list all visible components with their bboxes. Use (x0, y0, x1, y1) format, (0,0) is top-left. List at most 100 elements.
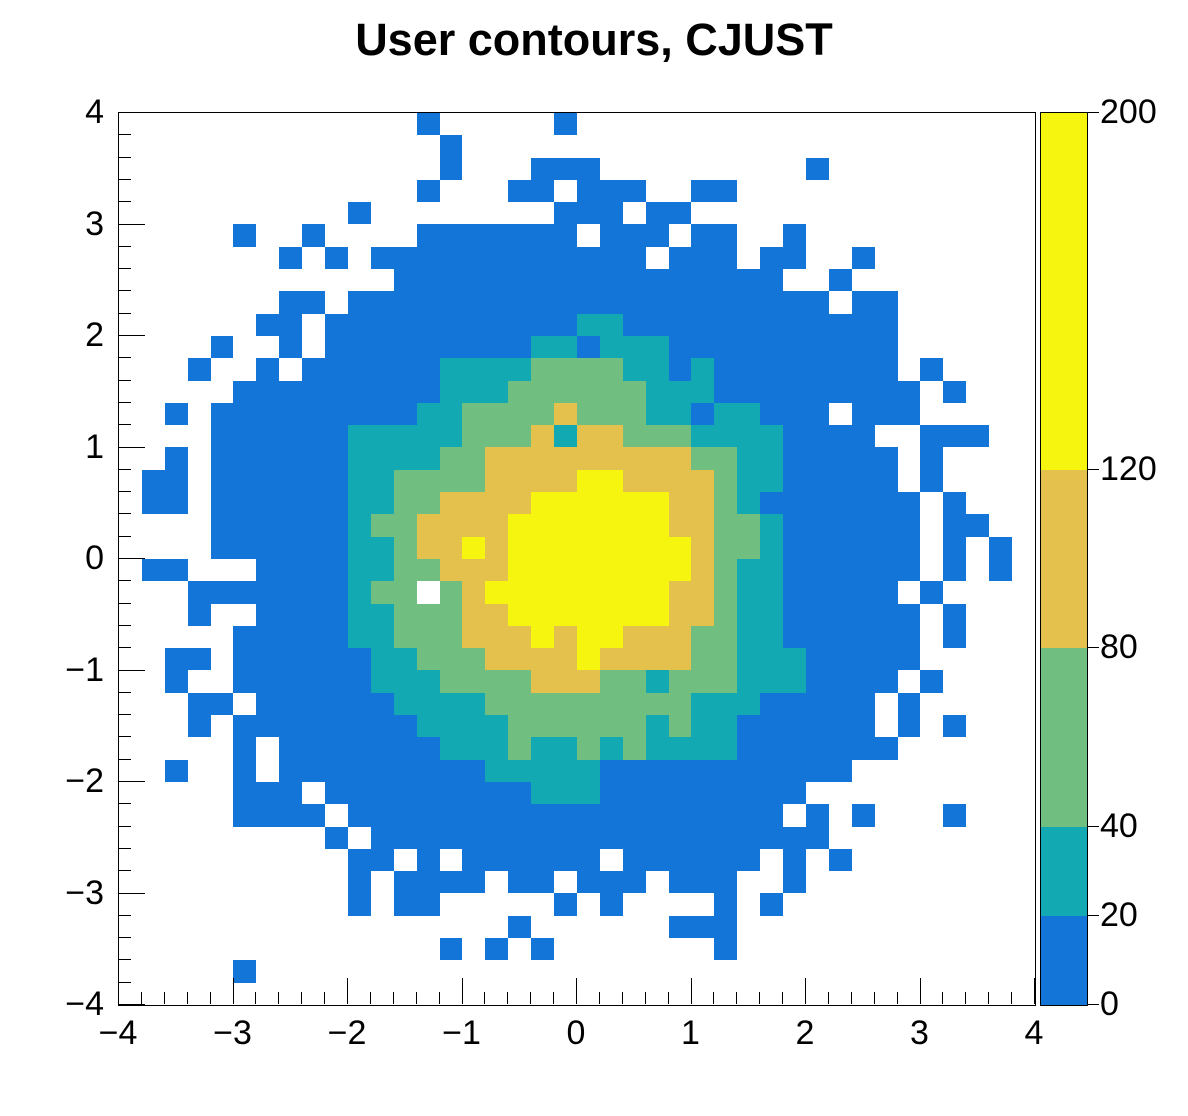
heatmap-bin (462, 380, 486, 403)
heatmap-bin (783, 915, 806, 939)
heatmap-bin (141, 514, 165, 537)
heatmap-bin (325, 469, 348, 493)
heatmap-bin (462, 447, 486, 470)
heatmap-bin (828, 380, 852, 403)
heatmap-bin (347, 246, 371, 270)
heatmap-bin (119, 380, 142, 403)
colorbar-tick-label: 0 (1100, 985, 1119, 1023)
heatmap-bin (691, 313, 715, 336)
heatmap-bin (760, 157, 784, 180)
heatmap-bin (256, 804, 280, 827)
x-minor-tick (301, 992, 303, 1004)
heatmap-bin (370, 157, 394, 180)
heatmap-bin (187, 425, 211, 448)
heatmap-bin (370, 291, 394, 314)
heatmap-bin (989, 492, 1013, 515)
heatmap-bin (302, 648, 326, 671)
heatmap-bin (462, 670, 486, 693)
heatmap-bin (851, 447, 875, 470)
heatmap-bin (164, 246, 188, 270)
heatmap-bin (279, 960, 303, 983)
heatmap-bin (141, 157, 165, 180)
heatmap-bin (966, 313, 990, 336)
heatmap-bin (966, 402, 990, 426)
heatmap-bin (920, 514, 944, 537)
heatmap-bin (828, 893, 852, 916)
heatmap-bin (187, 603, 211, 626)
heatmap-bin (256, 313, 280, 336)
heatmap-bin (256, 536, 280, 559)
heatmap-bin (485, 380, 509, 403)
heatmap-bin (783, 380, 806, 403)
heatmap-bin (668, 915, 692, 939)
heatmap-bin (187, 269, 211, 292)
heatmap-bin (210, 358, 234, 381)
heatmap-bin (233, 402, 257, 426)
heatmap-bin (576, 246, 600, 270)
heatmap-bin (141, 893, 165, 916)
heatmap-bin (989, 603, 1013, 626)
heatmap-bin (920, 692, 944, 716)
heatmap-bin (347, 692, 371, 716)
heatmap-bin (210, 692, 234, 716)
heatmap-bin (691, 982, 715, 1005)
heatmap-bin (119, 670, 142, 693)
heatmap-bin (622, 715, 646, 738)
heatmap-bin (256, 781, 280, 805)
heatmap-bin (325, 960, 348, 983)
heatmap-bin (897, 804, 921, 827)
heatmap-bin (416, 291, 440, 314)
heatmap-bin (805, 246, 829, 270)
heatmap-bin (462, 469, 486, 493)
heatmap-bin (347, 893, 371, 916)
heatmap-bin (783, 670, 806, 693)
heatmap-bin (760, 603, 784, 626)
heatmap-bin (920, 135, 944, 158)
heatmap-bin (141, 335, 165, 359)
heatmap-bin (256, 113, 280, 136)
heatmap-bin (920, 335, 944, 359)
heatmap-bin (554, 915, 577, 939)
heatmap-bin (691, 224, 715, 247)
heatmap-bin (576, 915, 600, 939)
x-minor-tick (186, 992, 188, 1004)
heatmap-bin (187, 380, 211, 403)
heatmap-bin (989, 558, 1013, 582)
heatmap-bin (760, 447, 784, 470)
heatmap-bin (325, 625, 348, 649)
y-minor-tick (119, 424, 131, 426)
heatmap-bin (210, 715, 234, 738)
heatmap-bin (256, 648, 280, 671)
heatmap-bin (622, 447, 646, 470)
heatmap-bin (164, 871, 188, 894)
heatmap-bin (508, 447, 532, 470)
heatmap-bin (416, 558, 440, 582)
y-tick-label: 2 (85, 316, 104, 354)
heatmap-bin (599, 514, 623, 537)
heatmap-bin (668, 358, 692, 381)
heatmap-bin (187, 558, 211, 582)
y-minor-tick (119, 847, 131, 849)
x-minor-tick (530, 992, 532, 1004)
colorbar-tick (1087, 647, 1099, 649)
heatmap-bin (439, 313, 463, 336)
heatmap-bin (462, 982, 486, 1005)
heatmap-bin (897, 759, 921, 782)
heatmap-bin (966, 514, 990, 537)
heatmap-bin (531, 737, 555, 760)
heatmap-bin (920, 380, 944, 403)
heatmap-bin (370, 625, 394, 649)
heatmap-bin (187, 113, 211, 136)
heatmap-bin (302, 135, 326, 158)
heatmap-bin (943, 826, 967, 849)
heatmap-bin (416, 135, 440, 158)
x-minor-tick (598, 992, 600, 1004)
heatmap-bin (714, 670, 738, 693)
heatmap-bin (783, 179, 806, 203)
heatmap-bin (622, 982, 646, 1005)
heatmap-bin (714, 291, 738, 314)
heatmap-bin (119, 469, 142, 493)
heatmap-bin (943, 425, 967, 448)
heatmap-bin (966, 358, 990, 381)
heatmap-bin (714, 113, 738, 136)
